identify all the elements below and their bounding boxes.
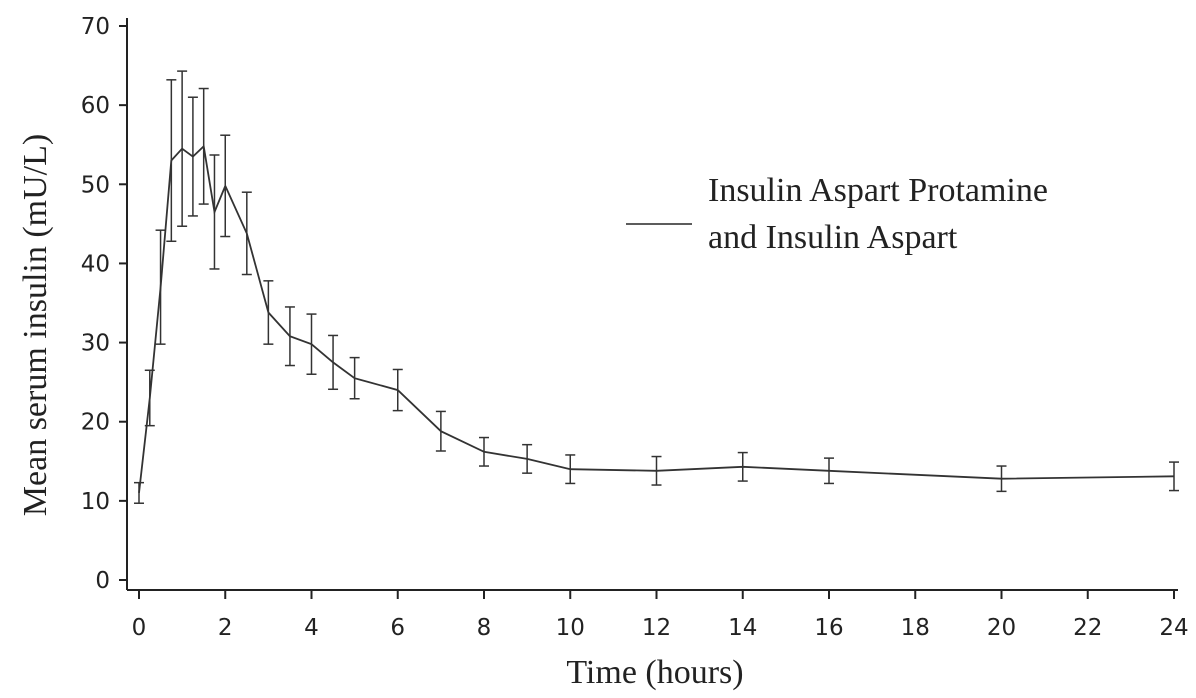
y-tick-label: 40 xyxy=(81,251,110,277)
error-bar xyxy=(177,70,188,227)
x-tick-label: 6 xyxy=(390,615,405,641)
x-tick-label: 20 xyxy=(987,615,1016,641)
x-axis-title: Time (hours) xyxy=(566,654,743,691)
x-tick-label: 10 xyxy=(556,615,585,641)
error-bar xyxy=(996,465,1007,493)
legend: Insulin Aspart Protamine and Insulin Asp… xyxy=(626,172,1048,256)
error-bar xyxy=(479,436,489,467)
error-bar xyxy=(155,229,166,345)
y-tick-label: 0 xyxy=(95,568,110,594)
error-bar xyxy=(522,443,533,474)
error-bar xyxy=(824,457,834,485)
error-bar xyxy=(565,454,576,485)
error-bar xyxy=(220,134,231,238)
x-tick-label: 8 xyxy=(477,615,492,641)
x-tick-label: 24 xyxy=(1159,615,1188,641)
error-bar xyxy=(144,369,155,427)
error-bar xyxy=(651,455,662,486)
error-bar xyxy=(392,368,403,412)
series xyxy=(134,70,1179,504)
y-tick-label: 10 xyxy=(81,489,110,515)
error-bar xyxy=(1169,461,1179,492)
x-tick-label: 22 xyxy=(1073,615,1102,641)
error-bar xyxy=(209,154,220,270)
x-tick-label: 16 xyxy=(814,615,843,641)
error-bar xyxy=(349,356,360,400)
error-bar xyxy=(306,313,317,375)
y-tick-label: 20 xyxy=(81,410,110,436)
y-axis-title: Mean serum insulin (mU/L) xyxy=(17,134,54,516)
y-tick-label: 60 xyxy=(81,93,110,119)
error-bar xyxy=(263,280,274,345)
error-bar xyxy=(737,451,748,482)
error-bar xyxy=(187,96,198,217)
error-bar xyxy=(166,79,177,243)
error-bar xyxy=(134,481,144,504)
x-tick-label: 12 xyxy=(642,615,671,641)
y-tick-label: 30 xyxy=(81,331,110,357)
error-bar xyxy=(198,87,209,205)
error-bar xyxy=(241,191,252,276)
error-bar xyxy=(284,306,295,367)
x-tick-label: 14 xyxy=(728,615,757,641)
x-tick-label: 4 xyxy=(304,615,319,641)
legend-label-line-2: and Insulin Aspart xyxy=(708,219,958,256)
x-tick-label: 18 xyxy=(901,615,930,641)
x-tick-label: 0 xyxy=(132,615,147,641)
error-bar xyxy=(435,410,446,452)
y-tick-label: 50 xyxy=(81,172,110,198)
y-tick-label: 70 xyxy=(81,14,110,40)
error-bar xyxy=(328,334,339,391)
x-tick-label: 2 xyxy=(218,615,233,641)
legend-label-line-1: Insulin Aspart Protamine xyxy=(708,172,1048,209)
